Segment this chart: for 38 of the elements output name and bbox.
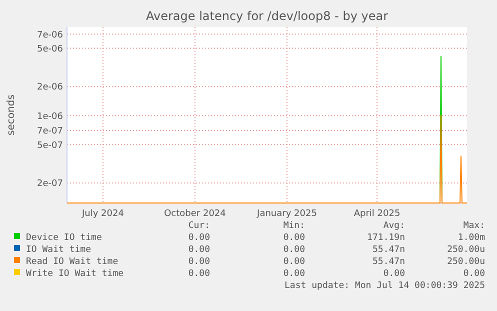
text: 0.00: [383, 269, 405, 279]
text: 55.47n: [372, 245, 405, 255]
x-tick-label: July 2024: [81, 209, 124, 219]
text: 250.00u: [447, 245, 485, 255]
y-tick-label: 2e-06: [37, 82, 64, 93]
y-tick-label: 1e-06: [37, 112, 64, 122]
text: 1.00m: [458, 233, 485, 243]
text: 0.00: [283, 245, 305, 255]
text: Avg:: [383, 221, 405, 231]
x-tick-label: April 2025: [354, 209, 400, 219]
text: 171.19n: [367, 233, 405, 243]
text: 55.47n: [372, 257, 405, 267]
y-tick-label: 7e-06: [37, 30, 64, 40]
y-tick-label: 5e-06: [37, 44, 64, 54]
text: Last update: Mon Jul 14 00:00:39 2025: [284, 281, 485, 291]
y-tick-label: 5e-07: [37, 140, 63, 151]
text: Max:: [463, 221, 485, 231]
text: 250.00u: [447, 257, 485, 267]
text: Min:: [283, 221, 305, 231]
text: 0.00: [283, 269, 305, 279]
text: 0.00: [283, 233, 305, 243]
legend-label: Read IO Wait time: [26, 257, 118, 267]
y-axis-title: seconds: [6, 94, 17, 136]
chart-title: Average latency for /dev/loop8 - by year: [146, 9, 388, 23]
y-tick-label: 2e-07: [37, 179, 63, 190]
text: 0.00: [188, 257, 210, 267]
text: 0.00: [283, 257, 305, 267]
text: 0.00: [188, 269, 210, 279]
y-tick-label: 7e-07: [37, 126, 63, 137]
text: 0.00: [188, 233, 210, 243]
legend-label: Device IO time: [26, 233, 102, 243]
text: 0.00: [463, 269, 485, 279]
legend-label: IO Wait time: [26, 245, 92, 255]
legend-label: Write IO Wait time: [26, 269, 124, 279]
x-tick-label: October 2024: [164, 209, 226, 219]
text: Cur:: [188, 221, 210, 231]
text: 0.00: [188, 245, 210, 255]
x-tick-label: January 2025: [256, 209, 317, 219]
